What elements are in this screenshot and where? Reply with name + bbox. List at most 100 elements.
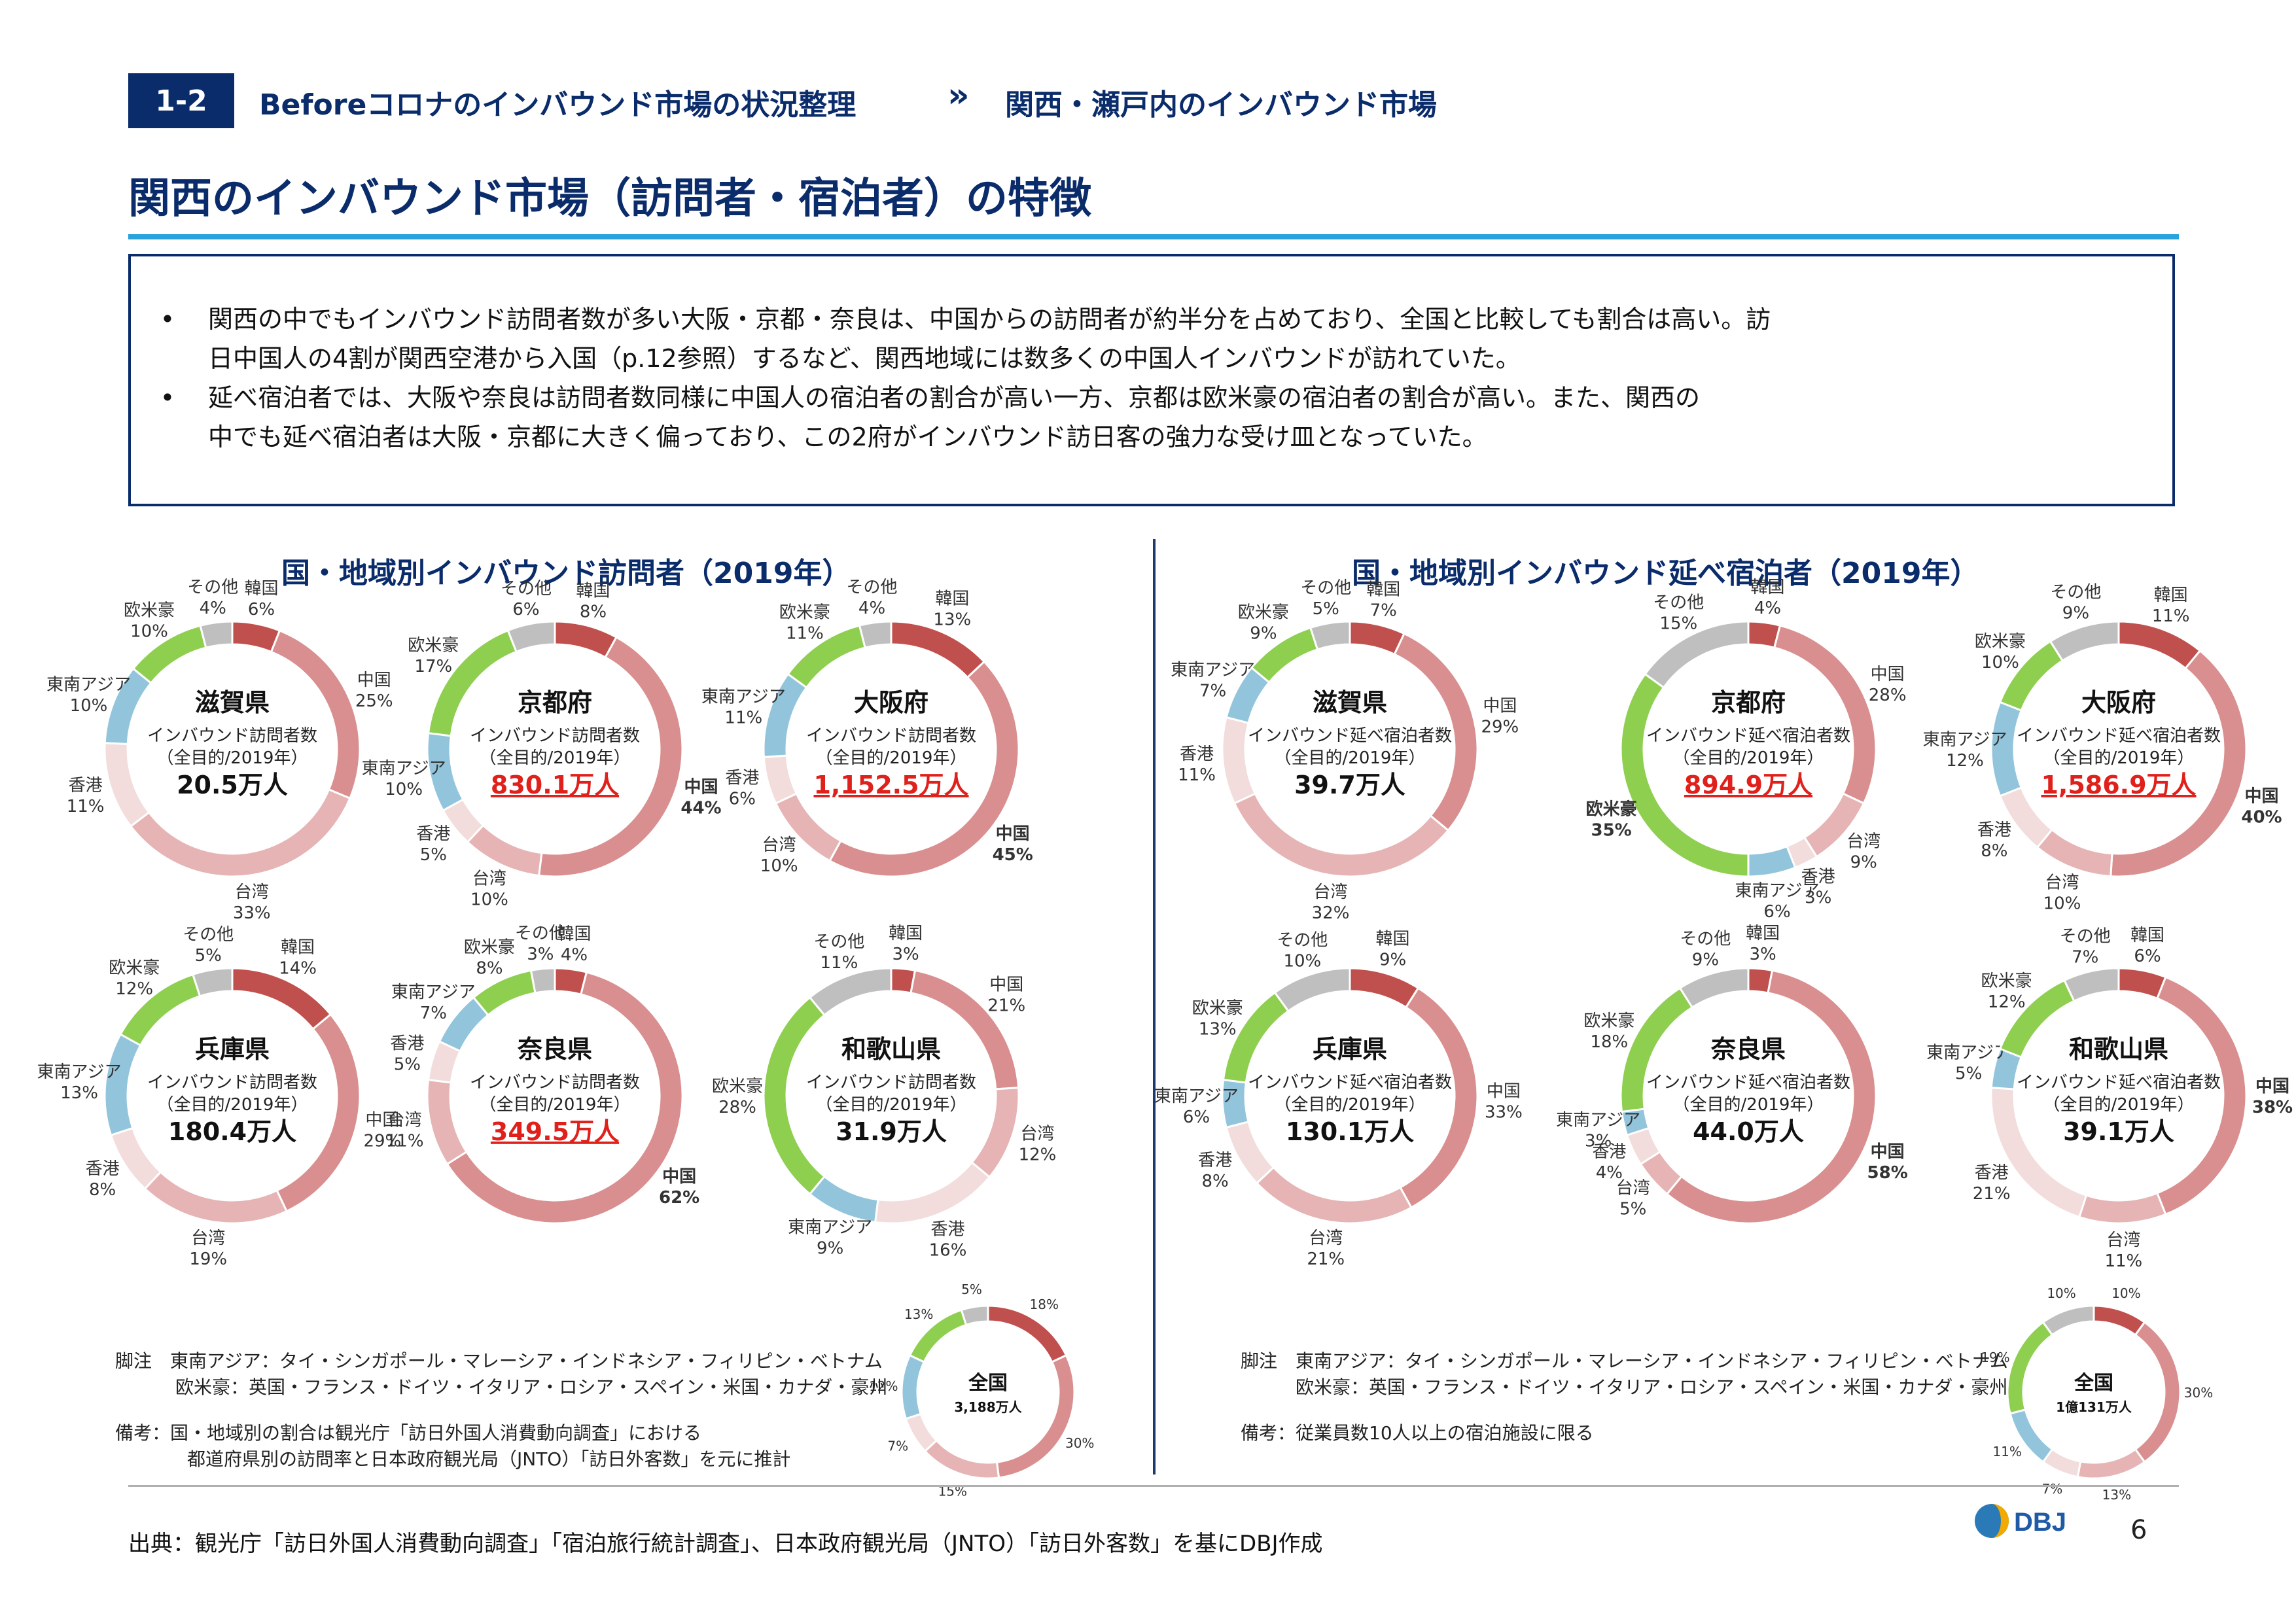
slice-value: 11% [386, 1131, 424, 1151]
donut-0-0: 韓国6%中国25%台湾33%香港11%東南アジア10%欧米豪10%その他4%滋賀… [46, 578, 393, 923]
slice-label: 中国 [1871, 1142, 1905, 1162]
slice-label: 東南アジア [701, 687, 786, 707]
slice-value: 13% [933, 610, 971, 629]
slice-value: 12% [1988, 992, 2026, 1012]
slice-value: 3% [1585, 1131, 1612, 1151]
slice-台湾 [468, 826, 542, 876]
slice-label: 台湾 [1020, 1125, 1054, 1144]
donut-subtitle: インバウンド延べ宿泊者数 [1248, 1073, 1452, 1092]
slice-台湾 [925, 1440, 999, 1478]
left-footnote-2: 欧米豪：英国・フランス・ドイツ・イタリア・ロシア・スペイン・米国・カナダ・豪州 [175, 1374, 887, 1401]
slice-value: 7% [2072, 948, 2098, 968]
slice-label: 中国 [1871, 665, 1905, 684]
slice-欧米豪 [2007, 1322, 2053, 1414]
donut-period: （全目的/2019年） [157, 748, 308, 768]
slice-label: 香港 [1180, 744, 1214, 764]
slice-その他 [2064, 968, 2119, 1001]
slice-韓国 [1350, 968, 1418, 1007]
slice-label: 台湾 [1846, 831, 1881, 851]
slice-value: 9% [1692, 950, 1719, 969]
donut-total: 44.0万人 [1693, 1117, 1804, 1146]
slice-value: 10% [385, 780, 423, 799]
slice-value: 8% [580, 602, 607, 621]
slice-label: 台湾 [1314, 882, 1348, 902]
donut-period: （全目的/2019年） [2043, 1095, 2195, 1115]
slice-韓国 [891, 621, 984, 677]
slice-label: 香港 [1198, 1151, 1232, 1170]
slice-東南アジア [764, 674, 807, 757]
slice-value: 21% [1307, 1249, 1345, 1269]
slice-value: 9% [817, 1239, 843, 1259]
slice-label: その他 [501, 579, 552, 599]
slice-label: 韓国 [1750, 578, 1784, 597]
slice-label: その他 [515, 924, 566, 943]
slice-label: 韓国 [2130, 926, 2164, 945]
slice-value: 5% [394, 1055, 421, 1074]
slice-value: 11% [2104, 1251, 2142, 1271]
slice-label: 韓国 [1376, 929, 1410, 949]
slice-value: 7% [420, 1003, 447, 1023]
slice-value: 8% [1981, 841, 2007, 861]
slice-label: 中国 [996, 824, 1030, 844]
slice-value: 10% [1283, 952, 1321, 971]
slice-その他 [2051, 621, 2119, 661]
slice-value: 25% [355, 691, 393, 711]
slice-香港 [105, 743, 149, 826]
slice-value: 6% [1183, 1108, 1210, 1127]
slice-value: 4% [1596, 1163, 1623, 1183]
right-footnote-1: 脚注 東南アジア：タイ・シンガポール・マレーシア・インドネシア・フィリピン・ベト… [1241, 1348, 2008, 1375]
donut-total: 830.1万人 [491, 771, 619, 799]
donut-period: （全目的/2019年） [480, 748, 631, 768]
slice-その他 [193, 968, 232, 996]
slice-label: その他 [847, 578, 898, 597]
donut-0-3: 韓国14%中国29%台湾19%香港8%東南アジア13%欧米豪12%その他5%兵庫… [37, 925, 402, 1269]
donut-total: 894.9万人 [1684, 771, 1812, 799]
slice-label: 台湾 [1309, 1229, 1343, 1248]
slice-value: 5% [195, 946, 222, 966]
donut-title: 京都府 [518, 688, 592, 717]
slice-label: 東南アジア [46, 675, 131, 695]
donut-total: 1億131万人 [2056, 1399, 2132, 1415]
slice-value: 10% [760, 856, 798, 876]
slice-value: 28% [718, 1098, 756, 1117]
donut-subtitle: インバウンド延べ宿泊者数 [1646, 1073, 1850, 1092]
slice-その他 [2043, 1306, 2094, 1335]
donut-0-1: 韓国8%中国44%台湾10%香港5%東南アジア10%欧米豪17%その他6%京都府… [362, 579, 722, 909]
donut-subtitle: インバウンド訪問者数 [806, 726, 976, 746]
slice-label: 東南アジア [1923, 730, 2007, 750]
slice-label: その他 [2060, 927, 2111, 947]
slice-value: 13% [1199, 1019, 1237, 1039]
slice-label: 欧米豪 [1975, 632, 2026, 652]
slice-label: 欧米豪 [779, 603, 830, 623]
slice-value: 9% [2062, 603, 2089, 623]
slice-label: 中国 [662, 1167, 696, 1187]
slice-label: 東南アジア [362, 759, 446, 778]
donut-period: （全目的/2019年） [816, 748, 967, 768]
donut-period: （全目的/2019年） [1673, 1095, 1824, 1115]
slice-その他 [1680, 968, 1748, 1007]
right-footnote-2: 欧米豪：英国・フランス・ドイツ・イタリア・ロシア・スペイン・米国・カナダ・豪州 [1296, 1374, 2007, 1401]
slice-台湾 [1235, 794, 1449, 877]
slice-台湾 [2077, 1449, 2144, 1478]
donut-title: 和歌山県 [841, 1035, 941, 1064]
slice-value: 7% [2042, 1481, 2063, 1497]
slice-台湾 [1257, 1168, 1411, 1223]
dbj-logo: DBJ [1971, 1498, 2089, 1544]
donut-title: 兵庫県 [195, 1035, 270, 1064]
slice-label: 欧米豪 [1981, 971, 2032, 991]
slice-value: 10% [470, 890, 508, 910]
slice-label: 中国 [357, 671, 391, 690]
slice-中国 [2135, 1322, 2180, 1462]
slice-label: 台湾 [388, 1110, 422, 1130]
slice-value: 5% [1313, 599, 1339, 619]
donut-title: 滋賀県 [1313, 688, 1387, 717]
slice-台湾 [145, 1172, 287, 1223]
slice-香港 [764, 756, 796, 803]
slice-その他 [200, 621, 232, 648]
donut-1-1: 韓国4%中国28%台湾9%香港3%東南アジア6%欧米豪35%その他15%京都府イ… [1586, 578, 1907, 922]
donut-total: 3,188万人 [954, 1399, 1022, 1415]
slice-label: その他 [1653, 593, 1704, 613]
donut-1-4: 韓国3%中国58%台湾5%香港4%東南アジア3%欧米豪18%その他9%奈良県イン… [1556, 924, 1908, 1223]
slice-label: 東南アジア [1171, 660, 1255, 680]
